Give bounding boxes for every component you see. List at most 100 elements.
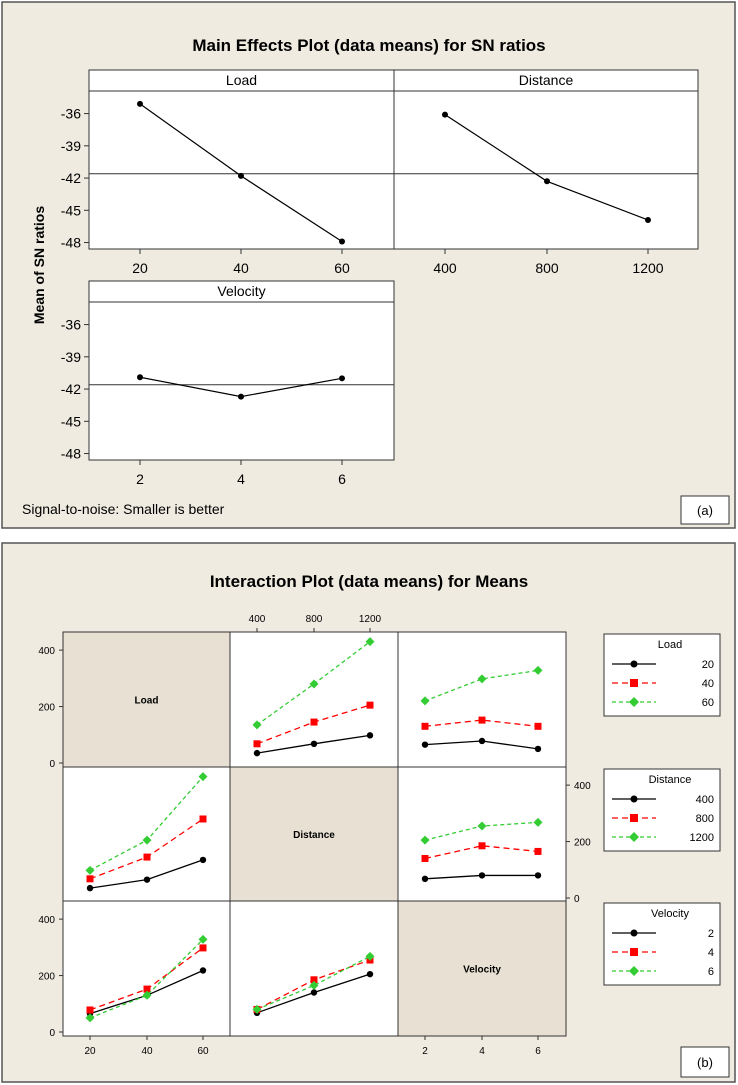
marker-square — [478, 842, 486, 850]
marker-diamond — [85, 865, 95, 875]
x-tick-label: 20 — [84, 1046, 96, 1057]
x-tick-label: 60 — [197, 1046, 209, 1057]
y-tick-label: 400 — [38, 915, 55, 926]
marker-square — [534, 722, 542, 730]
diagonal-cell-load — [62, 631, 231, 768]
series-line-distance-velocity-800 — [424, 845, 539, 860]
main-effects-plot: Load -36 -39 -42 -45 -48 20 40 60 Distance 400 800 1… — [61, 69, 699, 487]
marker-diamond — [365, 951, 375, 961]
marker-square — [310, 718, 318, 726]
marker-diamond — [252, 720, 262, 730]
x-tick-label: 6 — [535, 1046, 541, 1057]
x-tick-label: 4 — [237, 471, 245, 487]
interaction-title: Interaction Plot (data means) for Means — [210, 572, 528, 591]
x-tick-label: 2 — [422, 1046, 428, 1057]
marker-square — [253, 740, 261, 748]
marker-square — [534, 847, 542, 855]
marker-circle — [199, 856, 207, 864]
marker-diamond — [477, 821, 487, 831]
marker-square — [310, 976, 318, 984]
y-tick-label: -36 — [61, 317, 81, 333]
marker-circle — [421, 741, 429, 748]
marker-circle — [199, 967, 207, 974]
panel-header-distance: Distance — [519, 72, 574, 88]
marker-diamond — [533, 665, 543, 675]
marker-circle — [253, 749, 261, 757]
y-tick-label: -39 — [61, 138, 81, 154]
marker-square — [366, 701, 374, 709]
data-point — [442, 111, 448, 118]
x-tick-label: 1200 — [632, 260, 663, 276]
marker-square — [421, 854, 429, 862]
marker-diamond — [365, 637, 375, 647]
x-tick-label: 1200 — [359, 614, 382, 625]
x-tick-label: 800 — [535, 260, 559, 276]
main-effects-panel-load — [88, 69, 395, 250]
y-tick-label: -42 — [61, 381, 81, 397]
y-tick-label: 200 — [574, 838, 591, 849]
marker-square — [143, 853, 151, 861]
x-tick-label: 400 — [249, 614, 266, 625]
marker-circle — [366, 970, 374, 978]
legend-box-load — [603, 633, 721, 717]
marker-square — [478, 716, 486, 724]
y-tick-label: 0 — [49, 1028, 55, 1039]
series-line-load-velocity-40 — [424, 719, 539, 727]
main-effects-panel-velocity — [88, 280, 395, 461]
legend-entry-label: 4 — [708, 947, 714, 959]
legend-title: Load — [658, 639, 682, 651]
marker-diamond — [85, 1013, 95, 1023]
marker-circle — [478, 737, 486, 745]
marker-circle — [366, 732, 374, 739]
marker-square — [86, 875, 94, 883]
marker-diamond — [420, 835, 430, 845]
main-effects-title: Main Effects Plot (data means) for SN ra… — [192, 36, 545, 55]
legend-marker-square — [630, 814, 638, 822]
y-tick-label: 0 — [49, 759, 55, 770]
legend-title: Distance — [649, 774, 692, 786]
x-tick-label: 60 — [334, 260, 350, 276]
main-effects-panel-distance — [393, 69, 699, 250]
legend-box-distance — [603, 768, 721, 852]
marker-circle — [143, 876, 151, 883]
marker-circle — [86, 884, 94, 892]
y-tick-label: 400 — [574, 781, 591, 792]
data-point — [544, 178, 550, 185]
main-effects-ylabel: Mean of SN ratios — [31, 206, 47, 324]
x-tick-label: 2 — [136, 471, 144, 487]
interaction-plot: Load Distance Velocity 0 200 400 0 200 400 0 200 40… — [38, 614, 591, 1057]
panel-header-velocity: Velocity — [217, 283, 265, 299]
diagonal-cell-velocity — [397, 900, 567, 1037]
diagonal-label: Velocity — [463, 965, 501, 976]
x-tick-label: 4 — [479, 1046, 485, 1057]
marker-circle — [421, 875, 429, 883]
data-point — [238, 172, 244, 179]
marker-diamond — [198, 772, 208, 782]
legend-entry-label: 800 — [696, 813, 714, 825]
legend-entry-label: 40 — [702, 678, 714, 690]
data-point — [137, 374, 143, 381]
y-tick-label: 0 — [574, 894, 580, 905]
legend-entry-label: 2 — [708, 928, 714, 940]
marker-square — [199, 944, 207, 952]
x-tick-label: 20 — [132, 260, 148, 276]
marker-circle — [478, 872, 486, 879]
y-tick-label: -36 — [61, 106, 81, 122]
y-tick-label: 200 — [38, 703, 55, 714]
legend-title: Velocity — [651, 908, 689, 920]
panel-b-label-box — [680, 1046, 730, 1078]
legend-marker-diamond — [629, 697, 639, 707]
marker-diamond — [309, 679, 319, 689]
marker-circle — [310, 989, 318, 996]
legend-marker-diamond — [629, 832, 639, 842]
marker-diamond — [142, 990, 152, 1000]
data-point — [238, 393, 244, 400]
marker-diamond — [420, 696, 430, 706]
series-line-load-velocity-60 — [424, 669, 539, 702]
diagonal-label: Distance — [293, 830, 335, 841]
panel-a-label-box — [680, 495, 730, 525]
marker-diamond — [533, 817, 543, 827]
diagonal-cell-distance — [229, 766, 399, 902]
legend-entry-label: 20 — [702, 659, 714, 671]
interaction-cell — [229, 900, 399, 1037]
